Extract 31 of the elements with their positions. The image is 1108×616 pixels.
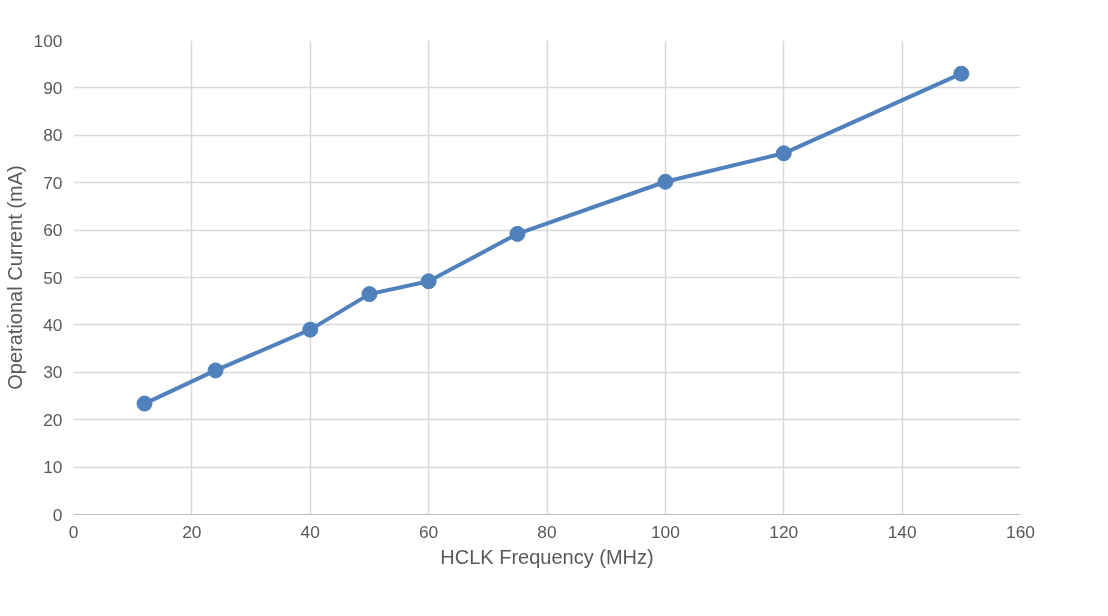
y-tick-label: 70 (43, 172, 63, 193)
x-tick-label: 0 (68, 521, 79, 542)
x-tick-label: 120 (769, 521, 799, 542)
y-tick-label: 20 (43, 409, 63, 430)
x-tick-label: 140 (887, 521, 917, 542)
y-tick-label: 40 (43, 314, 63, 335)
point (361, 286, 378, 303)
x-tick-label: 60 (418, 521, 439, 542)
y-tick-label: 0 (52, 504, 63, 525)
point (509, 225, 526, 242)
y-tick-label: 80 (43, 125, 63, 146)
x-axis-title: HCLK Frequency (MHz) (440, 545, 654, 568)
x-tick-label: 20 (182, 521, 202, 542)
y-tick-label: 10 (43, 457, 63, 478)
y-axis-title: Operational Current (mA) (3, 165, 26, 390)
x-tick-label: 160 (1006, 521, 1035, 542)
point (775, 145, 792, 162)
y-tick-label: 50 (43, 267, 63, 288)
point (657, 173, 674, 190)
x-tick-label: 40 (300, 521, 320, 542)
y-tick-label: 100 (33, 30, 63, 51)
point (136, 395, 153, 412)
point (420, 273, 437, 290)
y-tick-label: 90 (43, 77, 63, 98)
y-tick-label: 60 (43, 220, 63, 241)
x-tick-label: 80 (537, 521, 557, 542)
y-tick-label: 30 (43, 362, 63, 383)
point (953, 65, 970, 82)
x-tick-label: 100 (650, 521, 680, 542)
point (207, 362, 224, 379)
point (302, 321, 319, 338)
